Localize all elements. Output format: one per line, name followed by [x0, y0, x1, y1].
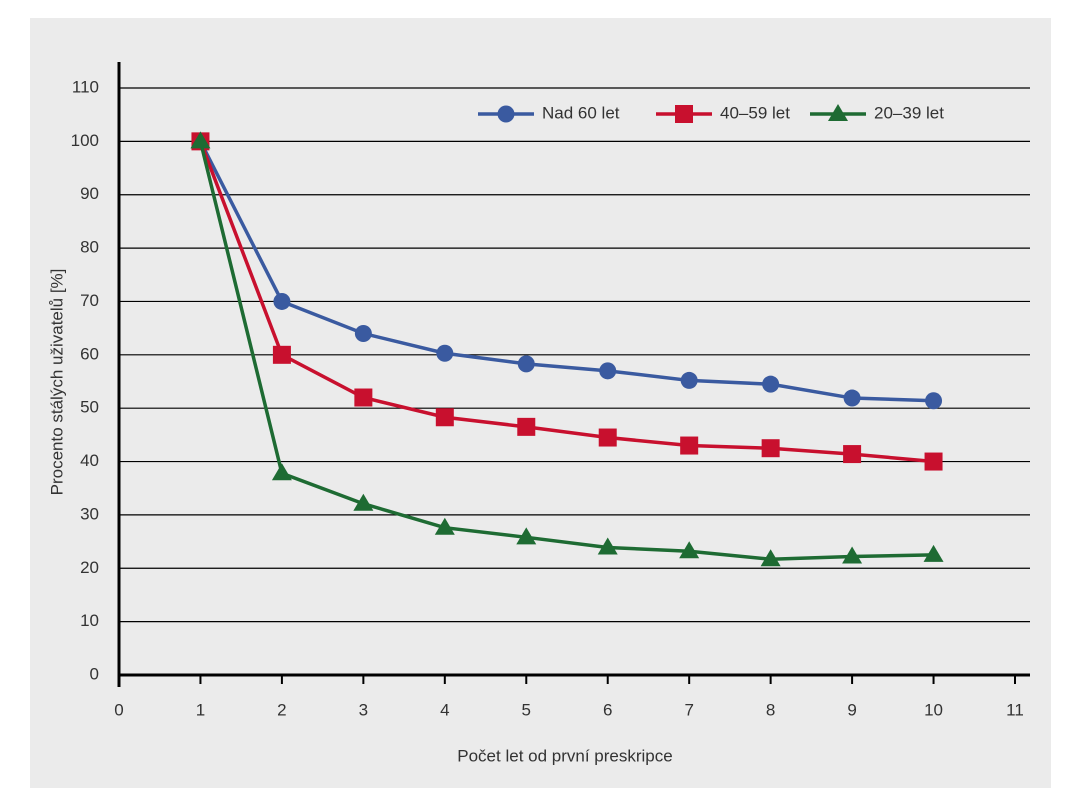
- marker: [190, 131, 211, 149]
- marker: [353, 493, 374, 511]
- x-tick-label: 0: [114, 700, 123, 719]
- y-tick-label: 40: [80, 451, 99, 470]
- marker: [271, 463, 292, 481]
- marker: [843, 445, 862, 464]
- series-line: [198, 140, 934, 561]
- x-tick-label: 5: [522, 700, 531, 719]
- y-tick-label: 10: [80, 611, 99, 630]
- legend-label: 40–59 let: [720, 103, 790, 122]
- marker: [828, 104, 848, 121]
- y-tick-label: 70: [80, 291, 99, 310]
- y-tick-label: 30: [80, 504, 99, 523]
- x-tick-label: 10: [924, 700, 943, 719]
- series-line: [198, 140, 934, 403]
- x-tick-label: 6: [603, 700, 612, 719]
- marker: [435, 408, 454, 427]
- y-axis-label: Procento stálých uživatelů [%]: [47, 269, 66, 496]
- x-tick-label: 11: [1006, 700, 1024, 719]
- marker: [761, 439, 780, 458]
- marker: [843, 389, 861, 407]
- y-tick-label: 100: [71, 131, 99, 150]
- marker: [680, 371, 698, 389]
- y-tick-label: 50: [80, 398, 99, 417]
- x-tick-label: 3: [359, 700, 368, 719]
- x-tick-label: 7: [684, 700, 693, 719]
- y-tick-label: 60: [80, 344, 99, 363]
- x-tick-label: 8: [766, 700, 775, 719]
- marker: [599, 362, 617, 380]
- marker: [924, 452, 943, 471]
- marker: [436, 344, 454, 362]
- marker: [273, 292, 291, 310]
- marker: [272, 345, 291, 364]
- y-tick-label: 80: [80, 238, 99, 257]
- marker: [760, 549, 781, 567]
- marker: [497, 105, 515, 123]
- legend-label: Nad 60 let: [542, 103, 620, 122]
- marker: [680, 436, 699, 455]
- marker: [354, 324, 372, 342]
- x-axis-label: Počet let od první preskripce: [457, 746, 672, 765]
- marker: [675, 105, 693, 123]
- x-tick-label: 9: [847, 700, 856, 719]
- x-tick-label: 2: [277, 700, 286, 719]
- marker: [679, 541, 700, 559]
- marker: [517, 355, 535, 373]
- y-tick-label: 0: [90, 664, 99, 683]
- legend-label: 20–39 let: [874, 103, 944, 122]
- marker: [598, 428, 617, 447]
- marker: [923, 544, 944, 562]
- marker: [925, 392, 943, 410]
- x-tick-label: 1: [196, 700, 205, 719]
- marker: [597, 537, 618, 555]
- marker: [516, 527, 537, 545]
- panel: [30, 18, 1051, 788]
- marker: [517, 417, 536, 436]
- marker: [762, 375, 780, 393]
- x-tick-label: 4: [440, 700, 449, 719]
- y-tick-label: 90: [80, 184, 99, 203]
- marker: [434, 517, 455, 535]
- y-tick-label: 110: [72, 77, 99, 96]
- y-tick-label: 20: [80, 558, 99, 577]
- series-line: [198, 140, 934, 464]
- marker: [354, 388, 373, 407]
- marker: [842, 546, 863, 564]
